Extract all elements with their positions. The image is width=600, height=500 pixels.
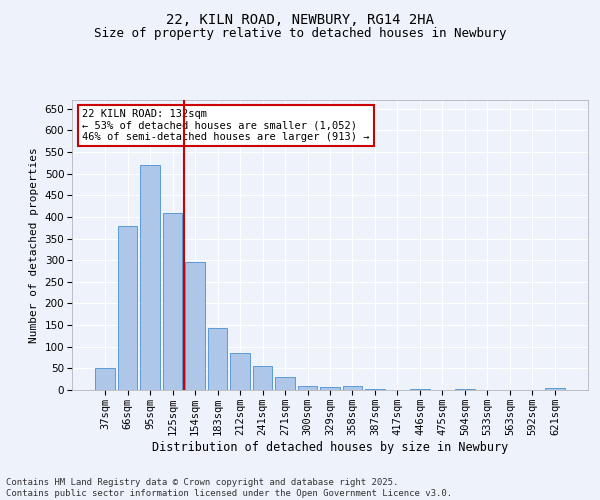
Bar (118, 226, 137, 390)
Bar (320, 387, 340, 390)
Bar (365, 389, 385, 390)
Bar (95, 368, 115, 390)
Bar (343, 386, 362, 390)
Bar (298, 386, 317, 390)
Bar (275, 377, 295, 390)
Bar (545, 388, 565, 390)
Bar (410, 389, 430, 390)
Text: Size of property relative to detached houses in Newbury: Size of property relative to detached ho… (94, 28, 506, 40)
Text: 22, KILN ROAD, NEWBURY, RG14 2HA: 22, KILN ROAD, NEWBURY, RG14 2HA (166, 12, 434, 26)
Text: 22 KILN ROAD: 132sqm
← 53% of detached houses are smaller (1,052)
46% of semi-de: 22 KILN ROAD: 132sqm ← 53% of detached h… (82, 108, 370, 142)
Bar (140, 165, 160, 390)
X-axis label: Distribution of detached houses by size in Newbury: Distribution of detached houses by size … (152, 440, 508, 454)
Bar (230, 353, 250, 390)
Y-axis label: Number of detached properties: Number of detached properties (29, 147, 39, 343)
Text: Contains HM Land Registry data © Crown copyright and database right 2025.
Contai: Contains HM Land Registry data © Crown c… (6, 478, 452, 498)
Bar (208, 328, 227, 390)
Bar (253, 366, 272, 390)
Bar (455, 389, 475, 390)
Bar (185, 262, 205, 390)
Bar (163, 214, 182, 390)
